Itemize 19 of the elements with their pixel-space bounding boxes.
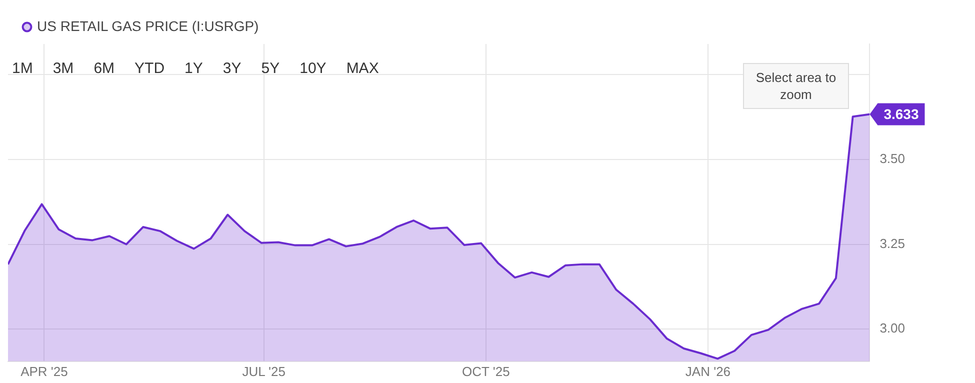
x-tick-label: OCT '25 (462, 364, 510, 379)
annotation: 1M (12, 60, 33, 77)
x-tick-label: APR '25 (20, 364, 68, 379)
annotation: 3Y (222, 60, 242, 77)
x-tick-label: JUL '25 (242, 364, 286, 379)
annotation: 6M (94, 60, 115, 77)
y-tick-label: 3.25 (880, 236, 906, 251)
annotation: 5Y (261, 60, 280, 77)
y-tick-label: 3.50 (880, 150, 906, 166)
annotation: Select area to zoom (743, 63, 849, 109)
annotation: MAX (346, 60, 379, 77)
annotation: 3M (52, 60, 74, 77)
legend-label: US RETAIL GAS PRICE (I:USRGP) (37, 18, 259, 34)
y-tick-label: 3.00 (880, 320, 906, 336)
annotation: 10Y (300, 60, 326, 77)
annotation: 1Y (184, 60, 203, 77)
annotation: YTD (134, 60, 165, 77)
x-tick-label: JAN '26 (685, 364, 731, 379)
data-label: 3.633 (884, 106, 919, 122)
